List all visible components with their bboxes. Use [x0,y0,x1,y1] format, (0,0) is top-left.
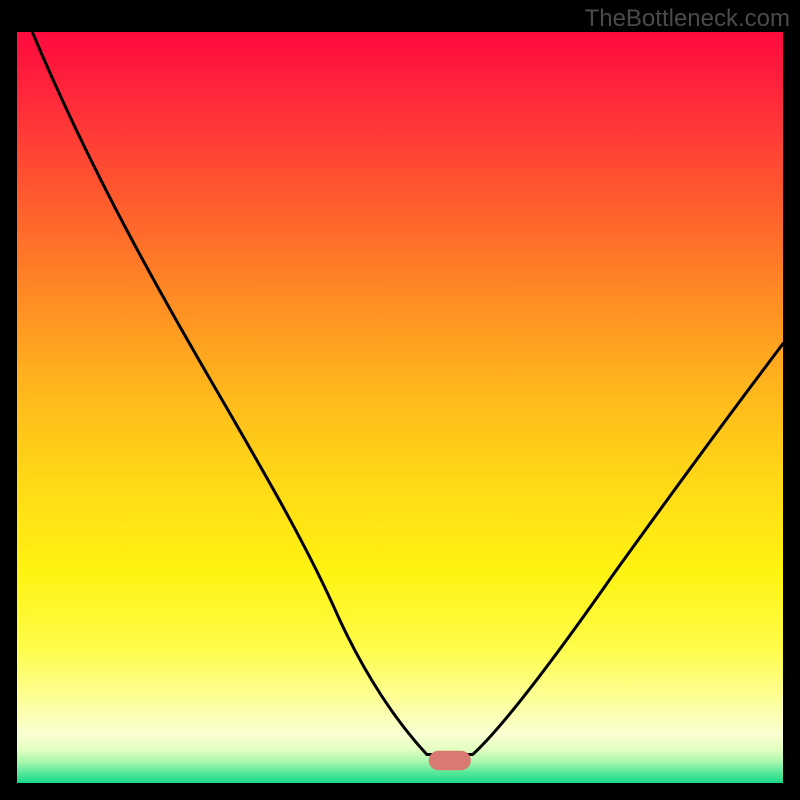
curve-layer [17,32,783,783]
plot-area [17,32,783,783]
bottleneck-curve [32,32,783,754]
attribution-text: TheBottleneck.com [585,5,790,33]
optimal-marker [429,751,471,771]
